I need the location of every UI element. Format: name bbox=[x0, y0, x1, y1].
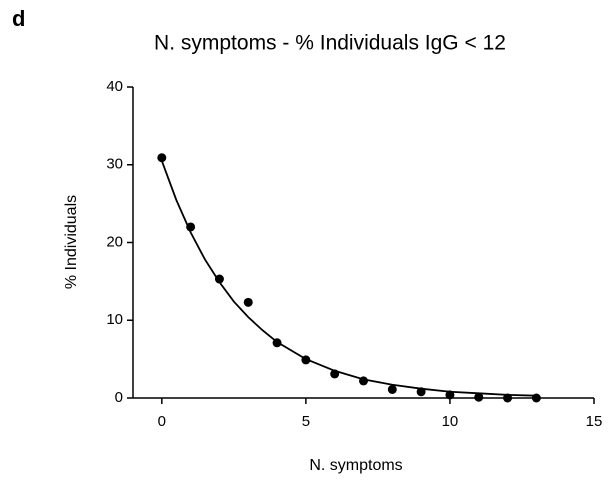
x-tick-label: 0 bbox=[158, 413, 166, 430]
data-point bbox=[359, 376, 368, 386]
data-point bbox=[445, 390, 455, 400]
y-tick-label: 10 bbox=[106, 311, 123, 328]
data-point bbox=[243, 297, 253, 307]
x-tick-label: 5 bbox=[302, 413, 310, 430]
chart-title: N. symptoms - % Individuals IgG < 12 bbox=[154, 32, 506, 55]
data-point bbox=[301, 355, 311, 365]
fit-curve bbox=[160, 160, 537, 397]
x-axis-label: N. symptoms bbox=[309, 457, 402, 474]
data-point bbox=[531, 393, 541, 403]
data-point bbox=[214, 274, 224, 284]
y-axis-label: % Individuals bbox=[63, 195, 80, 289]
y-tick-label: 20 bbox=[106, 233, 123, 250]
data-point bbox=[157, 153, 167, 163]
data-point bbox=[330, 369, 340, 379]
data-point bbox=[272, 338, 282, 348]
x-tick-label: 15 bbox=[586, 413, 603, 430]
y-tick-label: 40 bbox=[106, 78, 123, 95]
y-tick-label: 0 bbox=[115, 389, 123, 406]
panel-label: d bbox=[12, 6, 25, 31]
data-point bbox=[503, 393, 513, 403]
data-point bbox=[474, 392, 484, 402]
x-tick-label: 10 bbox=[442, 413, 459, 430]
data-point bbox=[416, 387, 426, 397]
data-point bbox=[186, 222, 196, 232]
data-point bbox=[387, 384, 397, 394]
y-tick-label: 30 bbox=[106, 156, 123, 173]
